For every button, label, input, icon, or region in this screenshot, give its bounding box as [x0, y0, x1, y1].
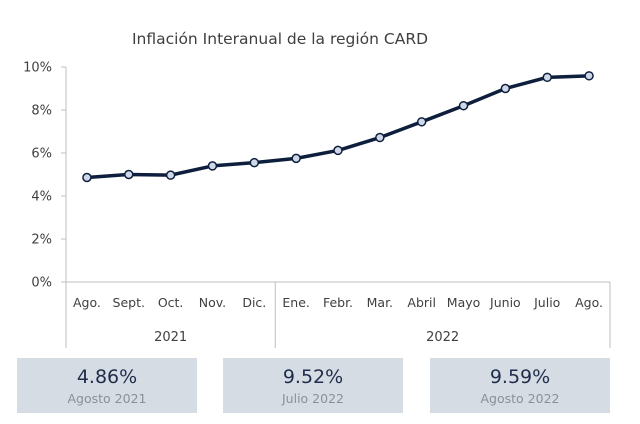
- x-tick-label: Febr.: [323, 295, 353, 310]
- y-tick-label: 2%: [31, 233, 52, 248]
- x-tick-label: Julio: [533, 295, 560, 310]
- x-tick-label: Ene.: [282, 295, 309, 310]
- x-tick-label: Nov.: [199, 295, 226, 310]
- stat-value: 4.86%: [76, 366, 138, 388]
- x-tick-label: Dic.: [242, 295, 266, 310]
- data-point: [165, 170, 176, 180]
- x-tick-label: Abril: [407, 295, 436, 310]
- data-point: [124, 169, 134, 180]
- stat-card-agosto-2021: 4.86% Agosto 2021: [17, 358, 197, 413]
- y-axis: 0% 2% 4% 6% 8% 10%: [23, 61, 67, 291]
- data-point: [207, 161, 218, 171]
- y-tick-label: 10%: [23, 61, 52, 76]
- data-point: [416, 117, 427, 127]
- stat-card-agosto-2022: 9.59% Agosto 2022: [430, 358, 610, 413]
- data-point: [584, 71, 594, 81]
- y-tick-label: 8%: [31, 104, 52, 119]
- data-point: [249, 157, 260, 168]
- chart-title: Inflación Interanual de la región CARD: [132, 30, 428, 48]
- data-point: [500, 83, 511, 94]
- x-group-label: 2021: [154, 330, 187, 345]
- x-tick-label: Mayo: [447, 295, 481, 310]
- x-tick-label: Ago.: [575, 295, 603, 310]
- x-axis: Ago. Sept. Oct. Nov. Dic. Ene. Febr. Mar. Abril M…: [65, 281, 611, 348]
- line-chart: Inflación Interanual de la región CARD 0…: [23, 30, 611, 348]
- x-tick-label: Sept.: [113, 295, 145, 310]
- series: [82, 71, 594, 183]
- data-point: [291, 153, 301, 164]
- x-tick-label: Ago.: [73, 295, 101, 310]
- data-point: [542, 72, 552, 83]
- x-tick-label: Junio: [489, 295, 521, 310]
- data-point: [375, 132, 385, 143]
- y-tick-label: 4%: [31, 190, 52, 205]
- y-tick-label: 6%: [31, 147, 52, 162]
- stat-label: Agosto 2021: [67, 391, 147, 406]
- stat-value: 9.59%: [489, 366, 551, 388]
- x-group-label: 2022: [426, 330, 459, 345]
- series-line: [85, 74, 591, 180]
- data-point: [458, 100, 469, 111]
- x-tick-label: Mar.: [367, 295, 393, 310]
- data-point: [82, 172, 92, 183]
- data-point: [333, 145, 343, 156]
- stat-label: Agosto 2022: [480, 391, 560, 406]
- stat-card-julio-2022: 9.52% Julio 2022: [223, 358, 403, 413]
- stat-label: Julio 2022: [282, 391, 344, 406]
- x-tick-label: Oct.: [158, 295, 184, 310]
- stat-value: 9.52%: [282, 366, 344, 388]
- y-tick-label: 0%: [31, 276, 52, 291]
